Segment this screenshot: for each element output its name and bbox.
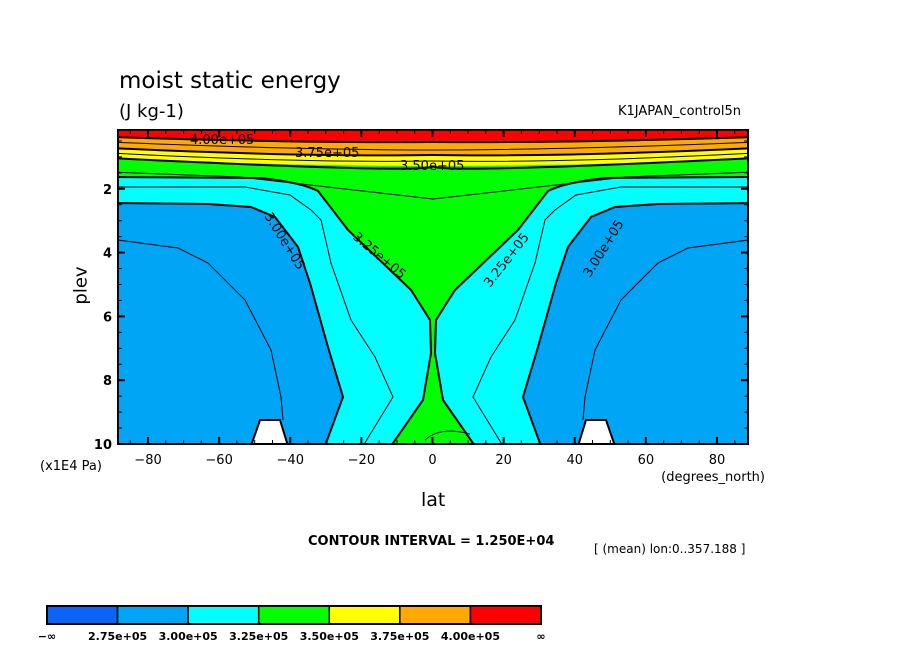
- contour-interval-text: CONTOUR INTERVAL = 1.250E+04: [308, 534, 555, 549]
- x-tick-label: −40: [277, 453, 304, 468]
- contour-3.25e5: [118, 176, 433, 444]
- contour-label: 3.75e+05: [295, 146, 359, 161]
- colorbar-label: 3.75e+05: [370, 630, 429, 643]
- x-tick-label: 40: [566, 453, 583, 468]
- axes: −80 −60 −40 −20 0 20 40 60 80 2 4 6 8 10: [94, 130, 748, 468]
- missing-region: [250, 419, 289, 444]
- contour-3.50e5: [118, 157, 434, 170]
- colorbar-label: −∞: [38, 630, 56, 643]
- x-tick-label: 0: [428, 453, 436, 468]
- y-axis-units: (x1E4 Pa): [40, 459, 102, 474]
- colorbar-box: [187, 605, 260, 625]
- colorbar-label: 4.00e+05: [441, 630, 500, 643]
- colorbar-label: 3.50e+05: [300, 630, 359, 643]
- colorbar-box: [399, 605, 472, 625]
- colorbar-box: [469, 605, 542, 625]
- y-tick-label: 10: [94, 438, 112, 453]
- x-tick-label: 60: [638, 453, 655, 468]
- contour-3.75e5: [118, 147, 434, 157]
- x-tick-label: −60: [205, 453, 232, 468]
- colorbar-box: [116, 605, 189, 625]
- contour-label: 4.00e+05: [190, 133, 254, 148]
- x-axis-units: (degrees_north): [661, 470, 765, 485]
- y-tick-label: 2: [103, 183, 112, 198]
- contour-3.625e5: [118, 152, 434, 162]
- colorbar-frame: [46, 605, 542, 625]
- fill-lt-3.00: [118, 203, 343, 444]
- colorbar-box: [257, 605, 331, 625]
- y-tick-label: 8: [103, 374, 112, 389]
- contour-fills: [118, 130, 748, 444]
- chart-title: moist static energy: [119, 68, 341, 94]
- x-axis-label: lat: [421, 489, 446, 511]
- units-label: (J kg-1): [119, 101, 184, 122]
- contour-2.875e5: [118, 239, 284, 421]
- colorbar-box: [46, 605, 119, 625]
- contour-label: 3.50e+05: [400, 159, 464, 174]
- colorbar-label: 2.75e+05: [88, 630, 147, 643]
- colorbar-label: 3.00e+05: [159, 630, 218, 643]
- y-tick-label: 4: [103, 247, 112, 262]
- contour-3.375e5: [118, 171, 434, 200]
- colorbar-box: [328, 605, 401, 625]
- mean-text: [ (mean) lon:0..357.188 ]: [594, 542, 746, 556]
- contour-4.00e5: [118, 136, 434, 144]
- colorbar: −∞ 2.75e+05 3.00e+05 3.25e+05 3.50e+05 3.75e+…: [38, 605, 546, 643]
- contour-3.125e5: [118, 186, 394, 444]
- x-tick-label: 20: [495, 453, 512, 468]
- dataset-label: K1JAPAN_control5n: [618, 104, 741, 119]
- colorbar-label: ∞: [536, 630, 545, 643]
- colorbar-label: 3.25e+05: [229, 630, 288, 643]
- contour-3.375e5-bottom: [424, 430, 471, 441]
- left-half-contours: [118, 136, 434, 444]
- contour-3.875e5: [118, 141, 434, 151]
- x-tick-label: −20: [348, 453, 375, 468]
- y-tick-label: 6: [103, 310, 112, 325]
- x-tick-label: −80: [134, 453, 161, 468]
- x-tick-label: 80: [709, 453, 726, 468]
- contour-3.00e5: [118, 202, 345, 444]
